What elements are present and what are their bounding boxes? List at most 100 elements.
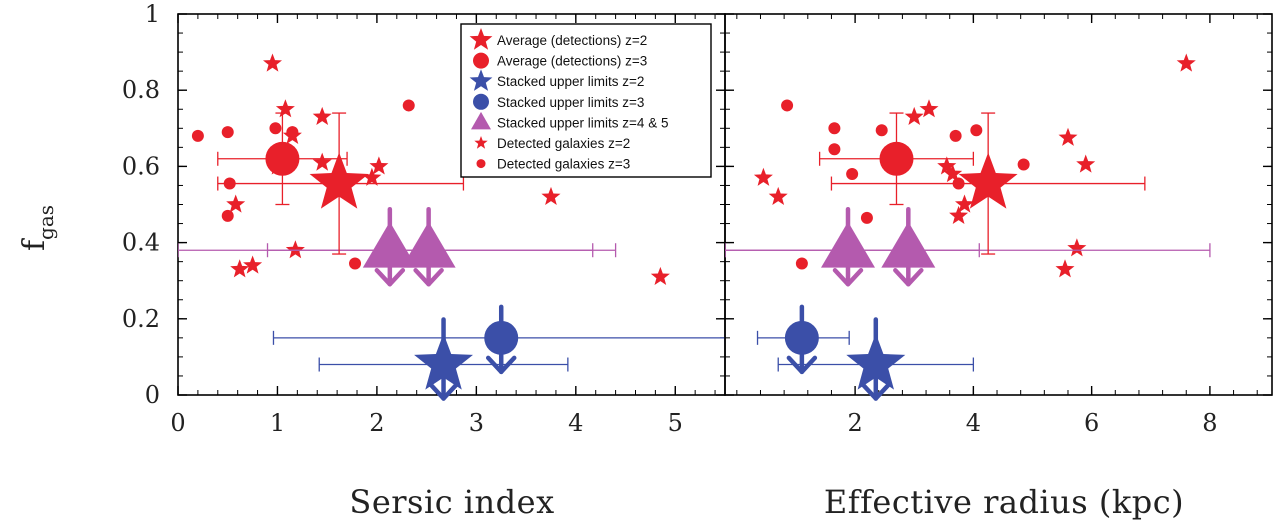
y-axis-label: fgas bbox=[17, 205, 58, 251]
detected-galaxies-z-3-point bbox=[191, 129, 204, 142]
legend-label: Stacked upper limits z=3 bbox=[497, 95, 644, 110]
detected-galaxies-z-2-point bbox=[937, 156, 957, 175]
detected-galaxies-z-2-point bbox=[955, 194, 974, 213]
x-tick-label: 5 bbox=[668, 409, 683, 437]
x-tick-label: 0 bbox=[170, 409, 185, 437]
detected-galaxies-z-2-point bbox=[263, 53, 282, 72]
detected-galaxies-z-2-point bbox=[230, 259, 250, 278]
x-tick-label: 1 bbox=[270, 409, 285, 437]
upper-limit-arrowhead bbox=[485, 355, 517, 375]
legend-label: Detected galaxies z=2 bbox=[497, 136, 630, 151]
x-tick-label: 4 bbox=[568, 409, 583, 437]
detected-galaxies-z-2-point bbox=[650, 266, 670, 285]
legend-label: Stacked upper limits z=4 & 5 bbox=[497, 115, 668, 130]
stacked-upper-limits-z-4-5-point bbox=[362, 221, 417, 268]
y-tick-label: 0 bbox=[145, 381, 160, 409]
detected-galaxies-z-2-point bbox=[753, 167, 773, 186]
average-detections-z-3-point bbox=[879, 141, 914, 176]
detected-galaxies-z-3-point bbox=[402, 99, 415, 112]
upper-limit-arrowhead bbox=[428, 382, 459, 401]
detected-galaxies-z-3-point bbox=[828, 143, 841, 156]
detected-galaxies-z-2-point bbox=[1076, 154, 1096, 173]
legend-label: Average (detections) z=2 bbox=[497, 33, 647, 48]
legend-marker-2 bbox=[469, 69, 493, 91]
data-layer bbox=[178, 53, 725, 401]
legend-label: Stacked upper limits z=2 bbox=[497, 74, 644, 89]
x-tick-label: 2 bbox=[847, 409, 862, 437]
panel-sersic-index: 0 1 2 3 4 5 0 0.2 0.4 0.6 0.8 1 bbox=[122, 0, 726, 437]
detected-galaxies-z-2-point bbox=[768, 186, 788, 205]
detected-galaxies-z-3-point bbox=[269, 122, 282, 135]
y-axis-label-sub: gas bbox=[34, 205, 58, 240]
legend-label: Detected galaxies z=3 bbox=[497, 157, 630, 172]
detected-galaxies-z-3-point bbox=[221, 126, 234, 139]
legend: Average (detections) z=2 Average (detecti… bbox=[460, 23, 712, 178]
legend-marker-3 bbox=[473, 93, 489, 110]
detected-galaxies-z-2-point bbox=[362, 167, 382, 186]
detected-galaxies-z-2-point bbox=[312, 106, 332, 125]
average-detections-z-2-point bbox=[958, 152, 1018, 209]
detected-galaxies-z-2-point bbox=[1176, 53, 1196, 72]
stacked-upper-limits-z-4-5-point bbox=[821, 221, 876, 268]
data-layer bbox=[725, 53, 1211, 401]
upper-limit-arrowhead bbox=[893, 267, 924, 287]
upper-limit-arrowhead bbox=[374, 267, 406, 287]
x-axis-label-left: Sersic index bbox=[349, 483, 554, 521]
detected-galaxies-z-2-point bbox=[275, 99, 295, 118]
x-tick-label: 6 bbox=[1084, 409, 1099, 437]
detected-galaxies-z-2-point bbox=[943, 164, 963, 183]
y-tick-label: 0.6 bbox=[122, 152, 160, 180]
upper-limit-arrowhead bbox=[832, 267, 864, 287]
detected-galaxies-z-2-point bbox=[904, 106, 924, 125]
detected-galaxies-z-2-point bbox=[1055, 259, 1075, 278]
legend-marker-6 bbox=[476, 159, 486, 169]
detected-galaxies-z-2-point bbox=[919, 99, 939, 118]
detected-galaxies-z-2-point bbox=[541, 186, 561, 205]
detected-galaxies-z-3-point bbox=[795, 257, 808, 270]
upper-limit-arrowhead bbox=[786, 355, 818, 375]
legend-marker-1 bbox=[473, 52, 489, 69]
stacked-upper-limits-z-3-point bbox=[484, 320, 519, 355]
upper-limit-arrowhead bbox=[413, 267, 444, 287]
x-tick-label: 8 bbox=[1202, 409, 1217, 437]
detected-galaxies-z-2-point bbox=[312, 152, 332, 171]
y-tick-label: 0.8 bbox=[122, 76, 160, 104]
x-axis-label-right: Effective radius (kpc) bbox=[824, 483, 1184, 521]
detected-galaxies-z-2-point bbox=[1058, 127, 1078, 146]
x-tick-label: 2 bbox=[369, 409, 384, 437]
detected-galaxies-z-3-point bbox=[970, 124, 983, 137]
detected-galaxies-z-3-point bbox=[828, 122, 841, 135]
detected-galaxies-z-2-point bbox=[282, 125, 302, 144]
average-detections-z-3-point bbox=[265, 141, 300, 176]
detected-galaxies-z-3-point bbox=[846, 168, 859, 181]
legend-box bbox=[460, 23, 712, 178]
stacked-upper-limits-z-4-5-point bbox=[881, 221, 936, 268]
detected-galaxies-z-3-point bbox=[349, 257, 362, 270]
legend-label: Average (detections) z=3 bbox=[497, 54, 647, 69]
detected-galaxies-z-3-point bbox=[949, 129, 962, 142]
detected-galaxies-z-2-point bbox=[1067, 238, 1087, 257]
legend-marker-5 bbox=[474, 136, 488, 149]
y-tick-label: 0.4 bbox=[122, 229, 160, 257]
detected-galaxies-z-3-point bbox=[860, 211, 873, 224]
detected-galaxies-z-3-point bbox=[781, 99, 794, 112]
detected-galaxies-z-2-point bbox=[949, 205, 969, 224]
legend-marker-0 bbox=[469, 28, 493, 50]
detected-galaxies-z-2-point bbox=[243, 255, 263, 274]
y-tick-label: 0.2 bbox=[122, 305, 160, 333]
detected-galaxies-z-3-point bbox=[875, 124, 888, 137]
x-tick-label: 3 bbox=[469, 409, 484, 437]
stacked-upper-limits-z-2-point bbox=[846, 333, 906, 390]
stacked-upper-limits-z-2-point bbox=[414, 333, 473, 390]
panel-effective-radius: 2 4 6 8 bbox=[724, 13, 1273, 437]
average-detections-z-2-point bbox=[309, 152, 369, 209]
stacked-upper-limits-z-4-5-point bbox=[401, 221, 456, 268]
legend-marker-4 bbox=[471, 111, 491, 130]
detected-galaxies-z-2-point bbox=[369, 156, 389, 175]
upper-limit-arrowhead bbox=[860, 382, 892, 401]
x-tick-label: 4 bbox=[966, 409, 981, 437]
detected-galaxies-z-2-point bbox=[285, 240, 305, 259]
y-tick-label: 1 bbox=[145, 0, 160, 28]
stacked-upper-limits-z-3-point bbox=[784, 320, 819, 355]
